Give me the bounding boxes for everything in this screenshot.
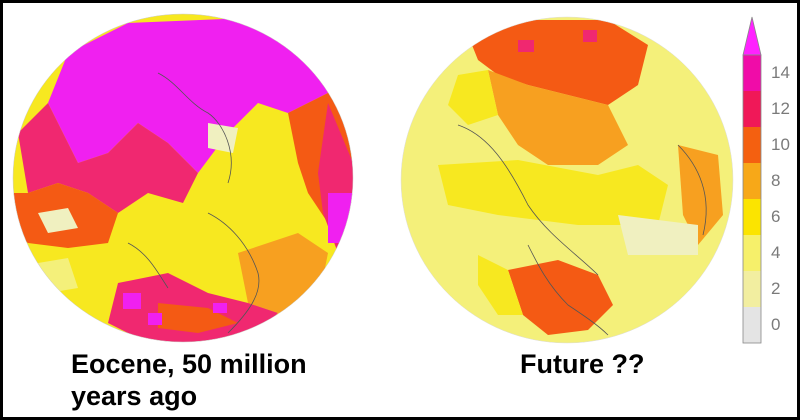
colorbar-block — [743, 91, 761, 127]
future-globe-map — [398, 15, 736, 345]
eocene-caption: Eocene, 50 million years ago — [71, 348, 361, 412]
colorbar-over-triangle — [742, 16, 762, 56]
colorbar-block — [743, 55, 761, 91]
colorbar-tick-label: 8 — [771, 171, 781, 190]
colorbar-tick-label: 12 — [771, 99, 790, 118]
colorbar-tick-label: 14 — [771, 63, 790, 82]
figure-frame: Eocene, 50 million years ago Future ?? 1… — [3, 3, 797, 417]
eocene-caption-line1: Eocene, 50 million — [71, 349, 307, 379]
colorbar-tick-label: 0 — [771, 315, 781, 334]
colorbar-tick-label: 4 — [771, 243, 781, 262]
colorbar-block — [743, 271, 761, 307]
colorbar-block — [743, 235, 761, 271]
eocene-globe-map — [8, 13, 358, 343]
colorbar-tick-label: 10 — [771, 135, 790, 154]
colorbar-tick-label: 6 — [771, 207, 781, 226]
colorbar-block — [743, 127, 761, 163]
eocene-caption-line2: years ago — [71, 381, 198, 411]
colorbar-block — [743, 199, 761, 235]
future-caption: Future ?? — [520, 349, 645, 379]
colorbar-block — [743, 307, 761, 343]
colorbar — [741, 15, 763, 350]
colorbar-block — [743, 163, 761, 199]
colorbar-tick-label: 2 — [771, 279, 781, 298]
